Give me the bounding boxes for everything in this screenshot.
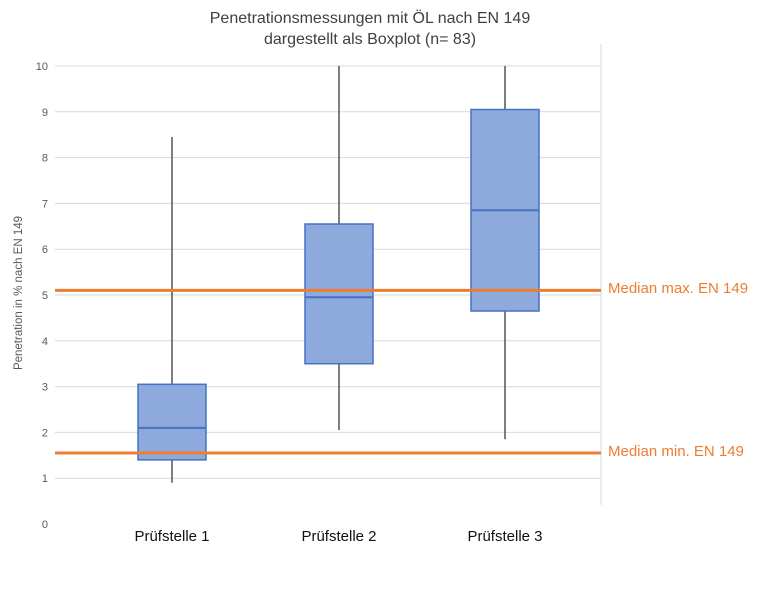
box-rect <box>304 223 374 365</box>
chart-title-line1: Penetrationsmessungen mit ÖL nach EN 149 <box>209 10 531 27</box>
category-label: Prüfstelle 1 <box>134 528 209 545</box>
chart-title: Penetrationsmessungen mit ÖL nach EN 149… <box>0 8 740 50</box>
category-label: Prüfstelle 3 <box>467 528 542 545</box>
y-tick-label: 3 <box>42 382 48 394</box>
y-tick-label: 1 <box>42 473 48 485</box>
y-tick-label: 5 <box>42 290 48 302</box>
y-tick-label: 9 <box>42 107 48 119</box>
y-tick-label: 0 <box>42 519 48 531</box>
y-tick-label: 6 <box>42 244 48 256</box>
box-rect <box>137 383 207 461</box>
y-tick-label: 4 <box>42 336 48 348</box>
y-tick-label: 7 <box>42 198 48 210</box>
category-label: Prüfstelle 2 <box>301 528 376 545</box>
y-tick-label: 10 <box>36 61 48 73</box>
chart-title-line2: dargestellt als Boxplot (n= 83) <box>263 31 477 48</box>
y-tick-label: 8 <box>42 153 48 165</box>
y-tick-label: 2 <box>42 427 48 439</box>
reference-line-label-max: Median max. EN 149 <box>608 280 749 298</box>
reference-line-label-min: Median min. EN 149 <box>608 443 744 460</box>
